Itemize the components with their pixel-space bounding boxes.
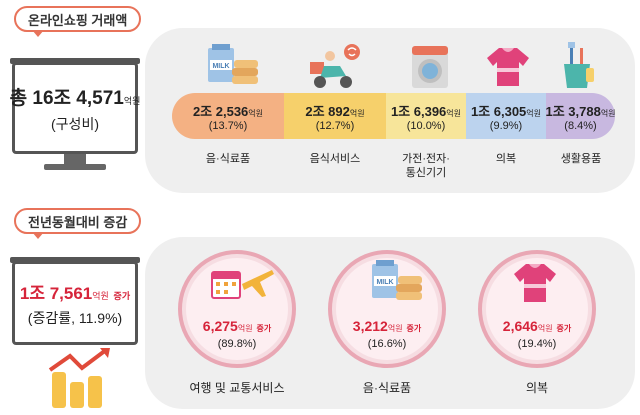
circle-value: 3,212억원 증가 [352, 318, 422, 334]
monitor-base [44, 164, 106, 170]
circle-label: 여행 및 교통서비스 [189, 381, 285, 395]
category-value: 2조 2,536억원 [192, 103, 264, 119]
circle-value: 6,275억원 증가 [202, 318, 272, 334]
category-pct: (9.9%) [489, 119, 523, 132]
change-monitor: 1조 7,561억원 증가 (증감률, 11.9%) [12, 261, 138, 345]
total-sub: (구성비) [51, 115, 99, 132]
toothbrush-cup-icon [564, 42, 594, 88]
delivery-scooter-icon [310, 44, 360, 88]
circle-label: 의복 [525, 381, 549, 395]
category-label-4: 의복 [495, 153, 517, 165]
circle-pct: (89.8%) [217, 338, 257, 350]
category-segment-4: 1조 6,305억원 (9.9%) [466, 93, 546, 139]
category-value: 2조 892억원 [305, 103, 365, 119]
category-pct: (10.0%) [406, 119, 446, 132]
total-amount: 총 16조 4,571억원 [9, 87, 141, 109]
washing-machine-icon [412, 46, 448, 88]
section2-tag: 전년동월대비 증감 [14, 208, 142, 239]
svg-text:MILK: MILK [212, 63, 229, 70]
category-value: 1조 3,788억원 [545, 103, 616, 119]
category-pct: (8.4%) [564, 119, 597, 132]
milk-and-food-icon: MILK [372, 260, 422, 300]
category-pct: (12.7%) [315, 119, 355, 132]
category-value: 1조 6,396억원 [390, 103, 462, 119]
monitor-top-bar [10, 58, 140, 64]
circle-value: 2,646억원 증가 [502, 318, 572, 334]
category-segment-5: 1조 3,788억원 (8.4%) [545, 93, 616, 139]
circle-label: 음·식료품 [362, 381, 412, 395]
category-segment-3: 1조 6,396억원 (10.0%) [386, 93, 466, 139]
category-segment-2: 2조 892억원 (12.7%) [284, 93, 386, 139]
category-value: 1조 6,305억원 [470, 103, 542, 119]
category-segment-1: 2조 2,536억원 (13.7%) [172, 93, 284, 139]
category-label-3: 가전·전자· 통신기기 [402, 153, 450, 179]
category-label-5: 생활용품 [560, 153, 602, 165]
calendar-airplane-icon [211, 270, 274, 299]
svg-text:MILK: MILK [376, 279, 393, 286]
category-pct: (13.7%) [208, 119, 248, 132]
category-label-2: 음식서비스 [309, 153, 361, 165]
change-sub: (증감률, 11.9%) [27, 309, 123, 326]
section1-tag: 온라인쇼핑 거래액 [14, 6, 142, 37]
monitor-stand [64, 154, 86, 166]
circle-pct: (19.4%) [517, 338, 557, 350]
total-monitor: 총 16조 4,571억원 (구성비) [9, 62, 141, 154]
milk-and-food-icon: MILK [208, 44, 258, 84]
tshirt-icon [487, 48, 529, 86]
circle-pct: (16.6%) [367, 338, 407, 350]
monitor-top-bar [10, 257, 140, 263]
category-label-1: 음·식료품 [205, 153, 251, 165]
coins-growth-icon [48, 348, 110, 408]
tshirt-icon [514, 264, 556, 302]
change-amount: 1조 7,561억원 증가 [19, 283, 131, 303]
